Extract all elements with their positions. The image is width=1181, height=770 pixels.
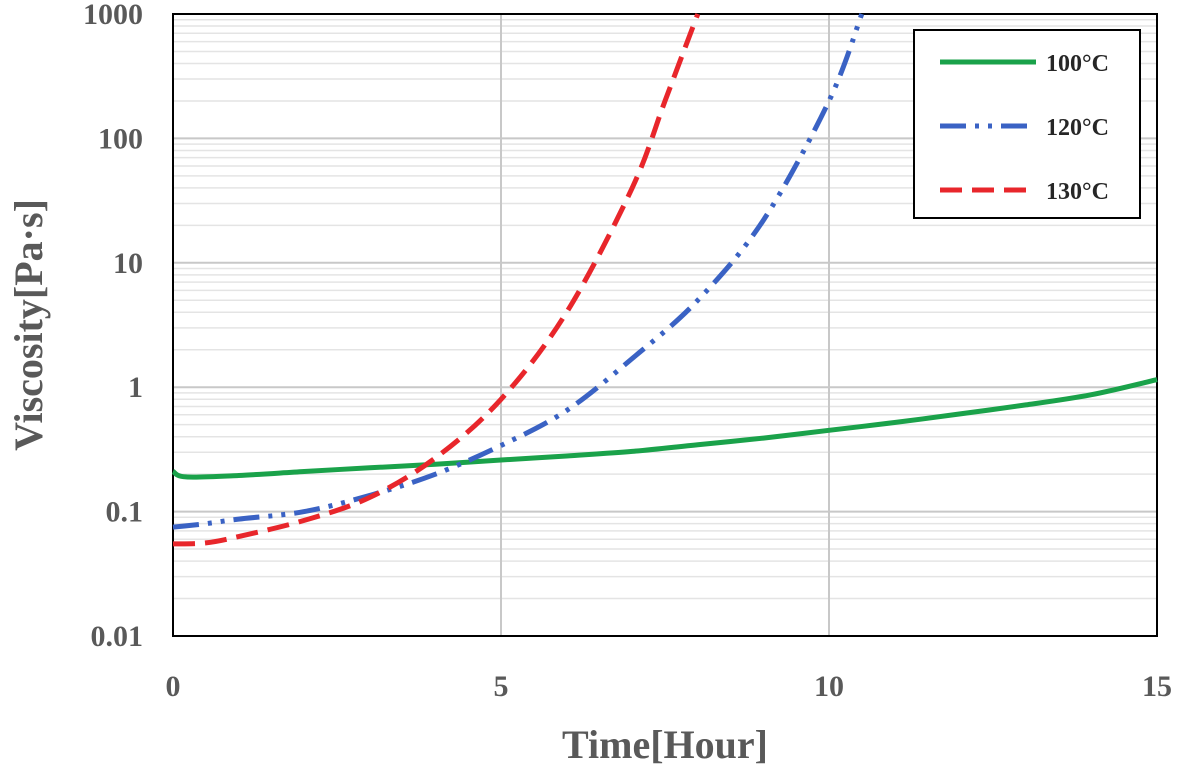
x-tick-label: 0: [166, 670, 181, 703]
legend-label-130c: 130°C: [1046, 179, 1109, 205]
y-tick-label: 1: [128, 371, 143, 404]
legend-label-100c: 100°C: [1046, 51, 1109, 77]
y-tick-label: 1000: [83, 0, 143, 31]
x-tick-label: 5: [494, 670, 509, 703]
y-tick-label: 100: [98, 122, 143, 155]
plot-frame: [172, 13, 1158, 637]
y-axis-title: Viscosity[Pa·s]: [6, 199, 51, 451]
x-axis-title: Time[Hour]: [562, 722, 768, 767]
x-tick-label: 10: [814, 670, 844, 703]
y-tick-label: 0.1: [106, 496, 144, 529]
legend-label-120c: 120°C: [1046, 115, 1109, 141]
series-line-100c: [171, 377, 1158, 480]
x-tick-label: 15: [1142, 670, 1172, 703]
y-tick-labels: 0.01 0.1 1 10 100 1000: [83, 0, 143, 653]
y-tick-label: 10: [113, 247, 143, 280]
y-tick-label: 0.01: [91, 620, 144, 653]
series-line-130c: [172, 13, 701, 547]
legend: 100°C 120°C 130°C: [913, 29, 1141, 219]
series-line-120c: [172, 13, 865, 530]
series-layer: [171, 13, 1158, 547]
x-tick-labels: 0 5 10 15: [166, 670, 1173, 703]
